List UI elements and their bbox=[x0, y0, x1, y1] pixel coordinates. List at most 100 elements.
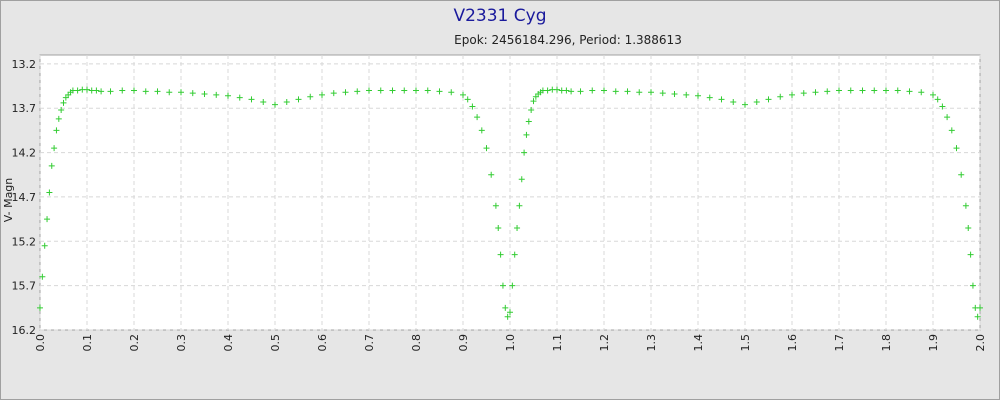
data-point bbox=[119, 87, 126, 94]
x-tick-label: 1.3 bbox=[645, 334, 658, 352]
data-point bbox=[154, 88, 161, 95]
data-point bbox=[460, 91, 466, 98]
x-tick-label: 0.4 bbox=[222, 334, 235, 352]
data-point bbox=[518, 176, 525, 183]
x-tick-label: 0.8 bbox=[410, 334, 423, 352]
data-point bbox=[248, 96, 255, 103]
data-point bbox=[48, 162, 55, 169]
data-point bbox=[142, 88, 149, 95]
data-point bbox=[342, 89, 349, 96]
data-point bbox=[800, 90, 807, 97]
data-point bbox=[260, 99, 267, 106]
data-point bbox=[283, 99, 290, 106]
data-point bbox=[488, 171, 495, 178]
data-point bbox=[859, 87, 866, 94]
data-point bbox=[511, 251, 518, 258]
data-point bbox=[695, 92, 701, 99]
data-point bbox=[812, 89, 819, 96]
data-point bbox=[544, 87, 551, 94]
data-point bbox=[307, 93, 314, 100]
data-point bbox=[189, 90, 196, 97]
x-tick-label: 0.7 bbox=[363, 334, 376, 352]
data-point bbox=[469, 103, 476, 110]
data-point bbox=[93, 87, 100, 94]
data-point bbox=[521, 149, 528, 156]
x-tick-label: 1.0 bbox=[504, 334, 517, 352]
data-point bbox=[939, 103, 946, 110]
y-axis-label: V- Magn bbox=[2, 178, 15, 223]
data-point bbox=[55, 115, 62, 122]
data-point bbox=[624, 88, 631, 95]
data-point bbox=[974, 313, 981, 320]
data-point bbox=[958, 171, 965, 178]
data-point bbox=[967, 251, 974, 258]
data-point bbox=[448, 89, 455, 96]
data-point bbox=[201, 91, 208, 98]
data-point bbox=[166, 89, 173, 96]
data-point bbox=[871, 87, 878, 94]
x-axis-ticks: 0.0 0.1 0.2 0.3 0.4 0.5 0.6 0.7 0.8 0.9 1.0 1.1 1.2 1… bbox=[34, 334, 987, 352]
x-tick-label: 0.3 bbox=[175, 334, 188, 352]
data-point bbox=[84, 86, 90, 93]
data-point bbox=[568, 88, 575, 95]
data-point bbox=[413, 87, 419, 94]
y-tick-label: 13.7 bbox=[12, 102, 37, 115]
x-tick-label: 1.6 bbox=[786, 334, 799, 352]
data-point bbox=[836, 87, 842, 94]
x-tick-label: 0.5 bbox=[269, 334, 282, 352]
data-point bbox=[894, 87, 901, 94]
data-point bbox=[977, 304, 983, 311]
data-point bbox=[236, 94, 243, 101]
x-tick-label: 1.1 bbox=[551, 334, 564, 352]
data-point bbox=[671, 91, 678, 98]
data-point bbox=[495, 224, 502, 231]
data-point bbox=[377, 87, 384, 94]
data-point bbox=[74, 87, 81, 94]
data-point bbox=[965, 224, 972, 231]
data-point bbox=[636, 89, 643, 96]
data-point bbox=[60, 99, 67, 106]
data-point bbox=[44, 216, 51, 223]
grid bbox=[39, 55, 981, 331]
data-point bbox=[401, 87, 408, 94]
data-point bbox=[718, 96, 725, 103]
data-point bbox=[213, 91, 220, 98]
data-point bbox=[554, 86, 560, 93]
data-point bbox=[516, 202, 523, 209]
data-point bbox=[502, 304, 509, 311]
data-point bbox=[499, 282, 506, 289]
data-point bbox=[847, 87, 854, 94]
data-point bbox=[514, 224, 521, 231]
y-tick-label: 14.2 bbox=[12, 147, 37, 160]
data-point bbox=[612, 88, 619, 95]
data-point bbox=[601, 87, 607, 94]
y-tick-label: 14.7 bbox=[12, 191, 37, 204]
y-axis-ticks: 13.2 13.7 14.2 14.7 15.2 15.7 16.2 bbox=[12, 58, 37, 337]
data-point bbox=[436, 88, 443, 95]
data-point bbox=[824, 88, 831, 95]
data-point bbox=[777, 93, 784, 100]
data-point bbox=[509, 282, 516, 289]
data-point bbox=[906, 88, 913, 95]
x-tick-label: 1.7 bbox=[833, 334, 846, 352]
data-point bbox=[930, 91, 936, 98]
data-point bbox=[366, 87, 372, 94]
data-point bbox=[962, 202, 969, 209]
x-tick-label: 0.9 bbox=[457, 334, 470, 352]
data-point bbox=[424, 87, 431, 94]
x-tick-label: 1.5 bbox=[739, 334, 752, 352]
data-point bbox=[944, 114, 951, 121]
data-point bbox=[589, 87, 596, 94]
data-point bbox=[354, 88, 361, 95]
x-tick-label: 0.0 bbox=[34, 334, 47, 352]
data-point bbox=[523, 131, 530, 138]
data-point bbox=[948, 127, 955, 134]
data-point bbox=[953, 145, 960, 152]
data-point bbox=[528, 107, 535, 113]
data-point bbox=[131, 87, 137, 94]
data-point bbox=[107, 88, 114, 95]
data-point bbox=[98, 88, 105, 95]
data-point bbox=[918, 89, 925, 96]
y-tick-label: 13.2 bbox=[12, 58, 37, 71]
